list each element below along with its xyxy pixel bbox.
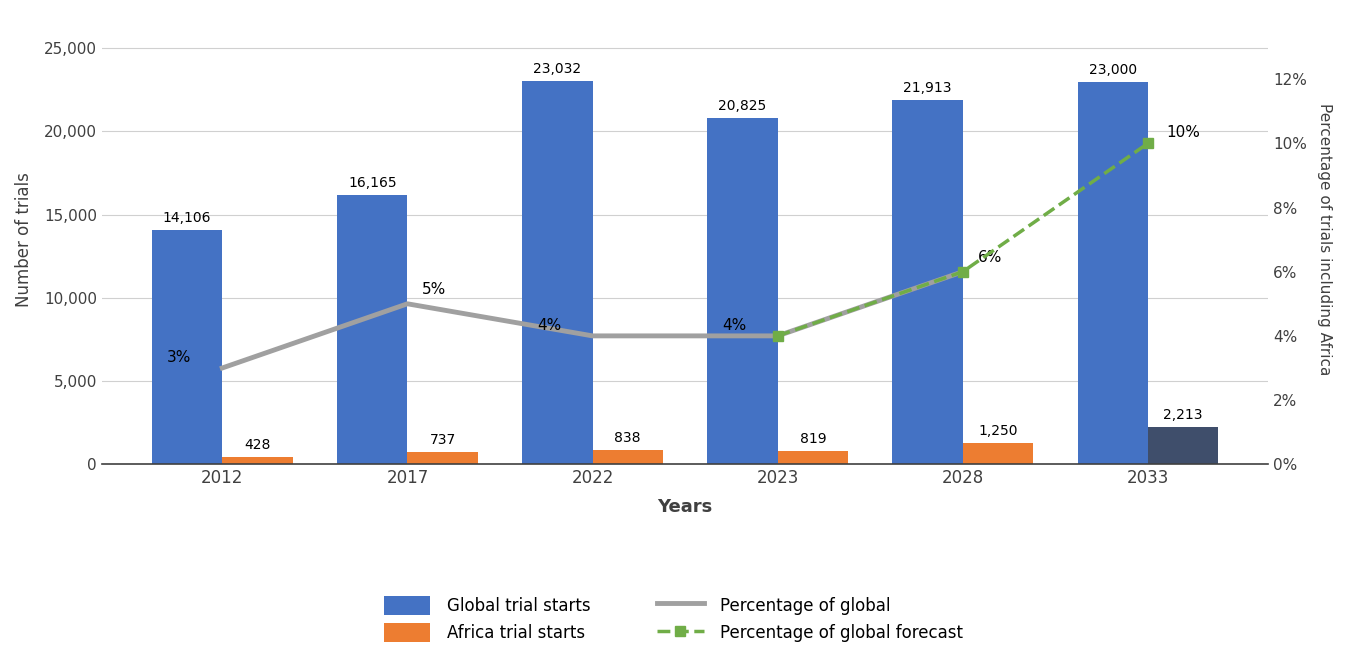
Bar: [593, 450, 663, 464]
Bar: [523, 81, 593, 464]
Bar: [707, 118, 777, 464]
Text: 16,165: 16,165: [348, 176, 396, 191]
Text: 3%: 3%: [167, 350, 191, 365]
Text: 21,913: 21,913: [904, 80, 952, 95]
X-axis label: Years: Years: [657, 498, 713, 516]
Text: 4%: 4%: [537, 317, 562, 333]
Bar: [1078, 82, 1148, 464]
Text: 737: 737: [430, 433, 455, 447]
Legend: Global trial starts, Africa trial starts, Percentage of global, Percentage of gl: Global trial starts, Africa trial starts…: [370, 582, 977, 655]
Y-axis label: Number of trials: Number of trials: [15, 172, 32, 307]
Bar: [1148, 428, 1218, 464]
Text: 10%: 10%: [1167, 125, 1200, 140]
Bar: [893, 100, 963, 464]
Text: 819: 819: [800, 432, 826, 446]
Text: 23,032: 23,032: [533, 62, 582, 76]
Bar: [407, 452, 478, 464]
Text: 6%: 6%: [978, 250, 1002, 266]
Text: 23,000: 23,000: [1088, 62, 1137, 76]
Text: 5%: 5%: [422, 282, 446, 297]
Text: 4%: 4%: [722, 317, 746, 333]
Text: 1,250: 1,250: [978, 424, 1018, 438]
Text: 14,106: 14,106: [163, 210, 211, 224]
Bar: [222, 457, 292, 464]
Text: 20,825: 20,825: [718, 99, 766, 113]
Text: 428: 428: [244, 438, 271, 452]
Bar: [777, 451, 849, 464]
Bar: [963, 444, 1033, 464]
Bar: [152, 230, 222, 464]
Bar: [337, 195, 407, 464]
Text: 838: 838: [614, 432, 641, 446]
Y-axis label: Percentage of trials including Africa: Percentage of trials including Africa: [1317, 104, 1332, 376]
Text: 2,213: 2,213: [1164, 408, 1203, 422]
